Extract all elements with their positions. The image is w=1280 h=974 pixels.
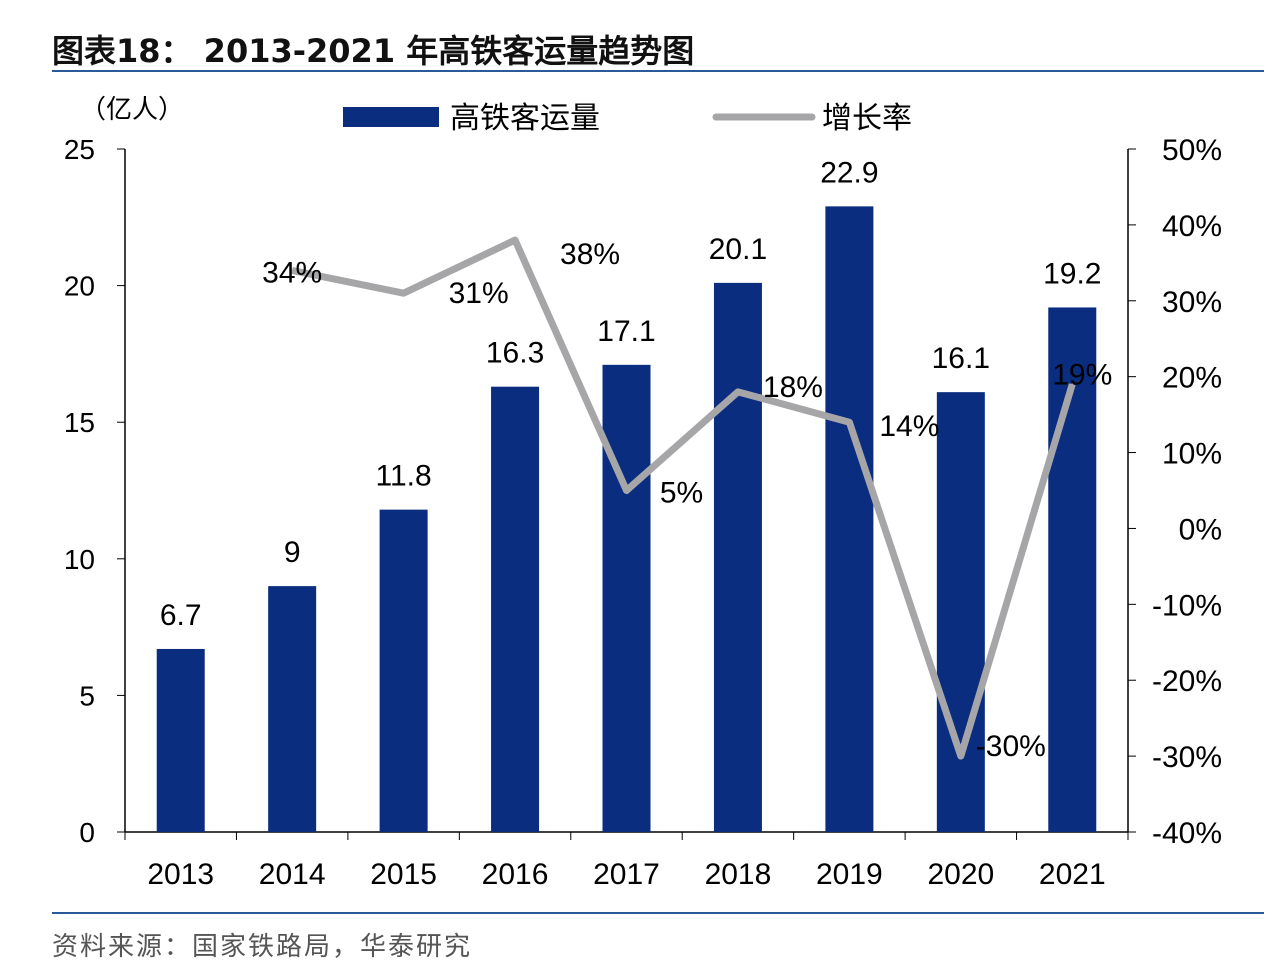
growth-point-2020 [959, 755, 962, 758]
chart-title: 图表18： 2013-2021 年高铁客运量趋势图 [52, 32, 695, 70]
legend-bar-swatch [343, 107, 439, 127]
growth-point-2014 [291, 269, 294, 272]
left-tick-label: 10 [64, 544, 95, 575]
source-note: 资料来源：国家铁路局，华泰研究 [52, 932, 473, 962]
growth-point-2015 [402, 292, 405, 295]
legend-bar-label: 高铁客运量 [450, 102, 600, 135]
left-tick-label: 25 [64, 134, 95, 165]
right-tick-label: 20% [1162, 362, 1222, 395]
x-tick-label: 2016 [482, 858, 549, 891]
bar-2016 [491, 386, 540, 832]
bar-2019 [825, 206, 874, 832]
bar-label: 22.9 [820, 156, 878, 189]
growth-point-2016 [514, 239, 517, 242]
right-tick-label: 0% [1179, 513, 1222, 546]
bar-label: 19.2 [1043, 257, 1101, 290]
title-divider [52, 70, 1264, 72]
growth-rate-line [291, 236, 1076, 760]
bar-2013 [156, 648, 205, 832]
left-axis-unit: （亿人） [80, 94, 184, 124]
bar-label: 11.8 [376, 460, 432, 493]
x-tick-label: 2015 [370, 858, 437, 891]
right-tick-label: 10% [1162, 438, 1222, 471]
growth-label: 5% [660, 477, 703, 510]
right-tick-label: 40% [1162, 210, 1222, 243]
right-tick-label: 30% [1162, 286, 1222, 319]
x-tick-label: 2019 [816, 858, 883, 891]
bar-label: 16.3 [486, 337, 544, 370]
bar-2020 [936, 392, 985, 832]
bar-2017 [602, 364, 651, 832]
footer-divider [52, 912, 1264, 914]
growth-label: 19% [1052, 358, 1112, 391]
growth-label: -30% [976, 730, 1046, 763]
right-tick-label: -20% [1152, 665, 1222, 698]
bar-label: 17.1 [597, 315, 655, 348]
bar-2014 [268, 586, 317, 832]
x-tick-label: 2013 [147, 858, 214, 891]
left-tick-label: 0 [79, 817, 95, 848]
legend-line-label: 增长率 [822, 102, 912, 135]
right-tick-label: 50% [1162, 134, 1222, 167]
growth-point-2019 [848, 421, 851, 424]
growth-point-2021 [1071, 383, 1074, 386]
x-tick-label: 2017 [593, 858, 660, 891]
bar-label: 6.7 [160, 599, 202, 632]
growth-label: 31% [449, 277, 509, 310]
x-tick-label: 2021 [1039, 858, 1106, 891]
growth-point-2017 [625, 489, 628, 492]
bar-2015 [379, 509, 428, 832]
x-tick-label: 2018 [705, 858, 772, 891]
left-tick-label: 5 [79, 680, 95, 711]
growth-point-2018 [736, 390, 739, 393]
growth-label: 34% [262, 256, 322, 289]
bar-label: 9 [284, 536, 301, 569]
growth-label: 18% [763, 371, 823, 404]
growth-label: 38% [560, 238, 620, 271]
left-tick-label: 20 [64, 271, 95, 302]
bar-2018 [713, 282, 762, 832]
right-tick-label: -10% [1152, 589, 1222, 622]
x-tick-label: 2014 [259, 858, 326, 891]
x-tick-label: 2020 [927, 858, 994, 891]
left-tick-label: 15 [64, 407, 95, 438]
growth-label: 14% [879, 410, 939, 443]
bar-label: 20.1 [709, 233, 767, 266]
right-tick-label: -30% [1152, 741, 1222, 774]
right-tick-label: -40% [1152, 817, 1222, 850]
bar-label: 16.1 [932, 342, 990, 375]
